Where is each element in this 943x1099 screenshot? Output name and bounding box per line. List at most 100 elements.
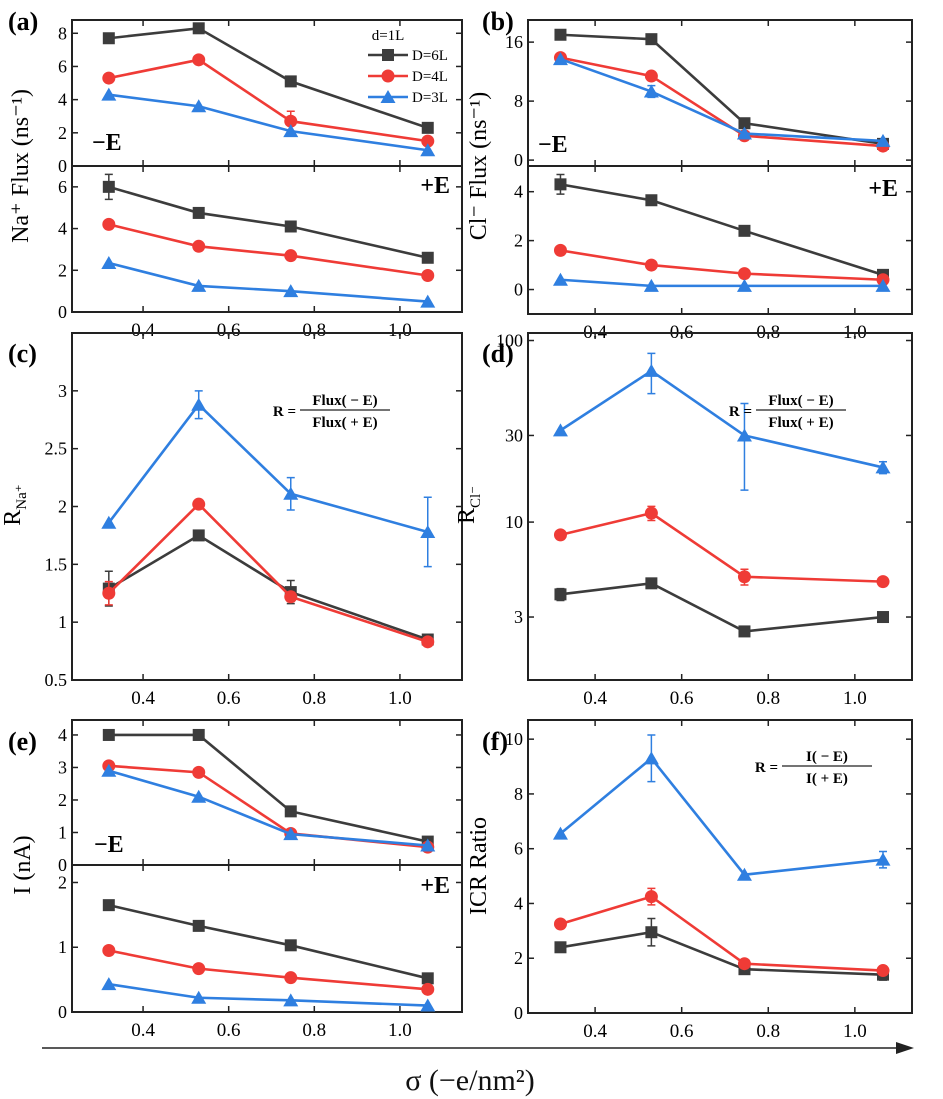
circle-marker xyxy=(192,962,206,976)
x-tick-label: 0.6 xyxy=(670,1021,694,1042)
series-line xyxy=(108,982,428,1007)
panel-f: (f) ICR Ratio 0.4 0.6 0.8 1.0 0 2 4 6 8 10 R = I( − E… xyxy=(466,719,913,1042)
x-tick-label: 1.0 xyxy=(843,1021,867,1042)
y-tick-label: 10 xyxy=(505,729,523,749)
series-line xyxy=(108,223,428,277)
triangle-marker xyxy=(643,363,659,377)
square-marker xyxy=(876,611,889,624)
y-tick-label: 6 xyxy=(58,177,67,197)
triangle-marker xyxy=(875,852,891,866)
series-line xyxy=(560,183,884,277)
y-tick-label: 6 xyxy=(58,56,67,76)
square-marker xyxy=(645,926,658,939)
series-D=6L xyxy=(102,728,434,848)
triangle-marker xyxy=(875,133,891,147)
ratio-formula: R = I( − E) I( + E) xyxy=(755,749,872,787)
triangle-marker xyxy=(643,278,659,292)
legend-label: D=6L xyxy=(412,48,448,64)
y-tick-label: 8 xyxy=(514,91,523,111)
formula-lhs: R = xyxy=(729,404,752,420)
formula-denominator: Flux( + E) xyxy=(312,415,377,431)
triangle-marker xyxy=(420,998,436,1012)
x-tick-label: 0.4 xyxy=(131,1020,155,1041)
triangle-marker xyxy=(552,272,568,286)
y-tick-label: 2.5 xyxy=(45,439,68,459)
series-line xyxy=(107,402,429,534)
square-marker xyxy=(284,939,297,952)
series-D=4L xyxy=(553,243,890,287)
y-tick-label: 1.5 xyxy=(45,554,68,574)
y-tick-label: 2 xyxy=(58,872,67,892)
series-D=3L xyxy=(552,52,891,147)
legend-item: D=4L xyxy=(368,69,448,85)
square-marker xyxy=(738,625,751,638)
x-tick-label: 0.4 xyxy=(131,688,155,709)
legend: d=1L D=6L D=4L D=3L xyxy=(368,28,448,106)
field-direction-label: +E xyxy=(868,176,898,202)
triangle-marker xyxy=(552,52,568,66)
y-tick-label: 1 xyxy=(58,822,67,842)
circle-marker xyxy=(284,249,298,263)
circle-marker xyxy=(737,267,751,281)
y-tick-label: 4 xyxy=(514,182,523,202)
panel-label: (e) xyxy=(8,727,37,756)
series-D=3L xyxy=(101,390,436,568)
y-tick-label: 100 xyxy=(496,331,523,351)
panel-label: (c) xyxy=(8,339,37,368)
panel-d: (d) RCl⁻ 0.4 0.6 0.8 1.0 3 10 30 100 R = Flux( − E)… xyxy=(454,331,913,709)
y-tick-label: 2 xyxy=(514,948,523,968)
circle-marker xyxy=(192,239,206,253)
x-tick-label: 0.4 xyxy=(583,688,607,709)
x-tick-label: 1.0 xyxy=(388,688,412,709)
series-D=4L xyxy=(553,887,890,978)
series-line xyxy=(560,511,884,583)
circle-marker xyxy=(192,497,206,511)
triangle-marker xyxy=(191,789,207,803)
triangle-marker xyxy=(283,827,299,841)
circle-marker xyxy=(381,69,395,83)
y-tick-label: 3 xyxy=(58,381,67,401)
circle-marker xyxy=(644,258,658,272)
plot-frame xyxy=(71,165,463,313)
triangle-marker xyxy=(643,751,659,765)
y-tick-label: 4 xyxy=(58,90,67,110)
series-D=4L xyxy=(102,217,435,282)
series-line xyxy=(108,764,428,849)
x-tick-label: 0.8 xyxy=(302,1020,326,1041)
y-axis-label: Cl⁻ Flux (ns⁻¹) xyxy=(466,92,492,241)
y-tick-label: 2 xyxy=(58,260,67,280)
series-line xyxy=(108,769,428,847)
circle-marker xyxy=(284,590,298,604)
y-axis-label: ICR Ratio xyxy=(466,817,492,915)
y-tick-label: 0 xyxy=(514,1003,523,1023)
circle-marker xyxy=(553,528,567,542)
formula-numerator: I( − E) xyxy=(806,749,848,765)
panel-label: (a) xyxy=(8,7,38,36)
square-marker xyxy=(192,728,205,741)
triangle-marker xyxy=(420,524,436,538)
y-tick-label: 3 xyxy=(58,757,67,777)
formula-lhs: R = xyxy=(755,760,778,776)
y-tick-label: 2 xyxy=(514,231,523,251)
square-marker xyxy=(554,178,567,191)
series-D=3L xyxy=(552,352,891,491)
series-D=6L xyxy=(554,577,889,638)
y-tick-label: 0 xyxy=(514,150,523,170)
series-line xyxy=(108,93,428,152)
series-line xyxy=(108,949,428,991)
triangle-marker xyxy=(283,486,299,500)
triangle-marker xyxy=(420,838,436,852)
series-line xyxy=(560,33,884,146)
triangle-marker xyxy=(101,763,117,777)
x-tick-label: 0.6 xyxy=(217,320,241,341)
series-D=4L xyxy=(553,505,890,589)
y-tick-label: 2 xyxy=(58,497,67,517)
square-marker xyxy=(284,75,297,88)
series-line xyxy=(108,58,428,143)
circle-marker xyxy=(553,917,567,931)
series-line xyxy=(108,26,429,130)
series-line xyxy=(560,249,884,282)
x-tick-label: 0.6 xyxy=(670,688,694,709)
formula-denominator: I( + E) xyxy=(806,771,848,787)
series-D=4L xyxy=(102,497,435,649)
